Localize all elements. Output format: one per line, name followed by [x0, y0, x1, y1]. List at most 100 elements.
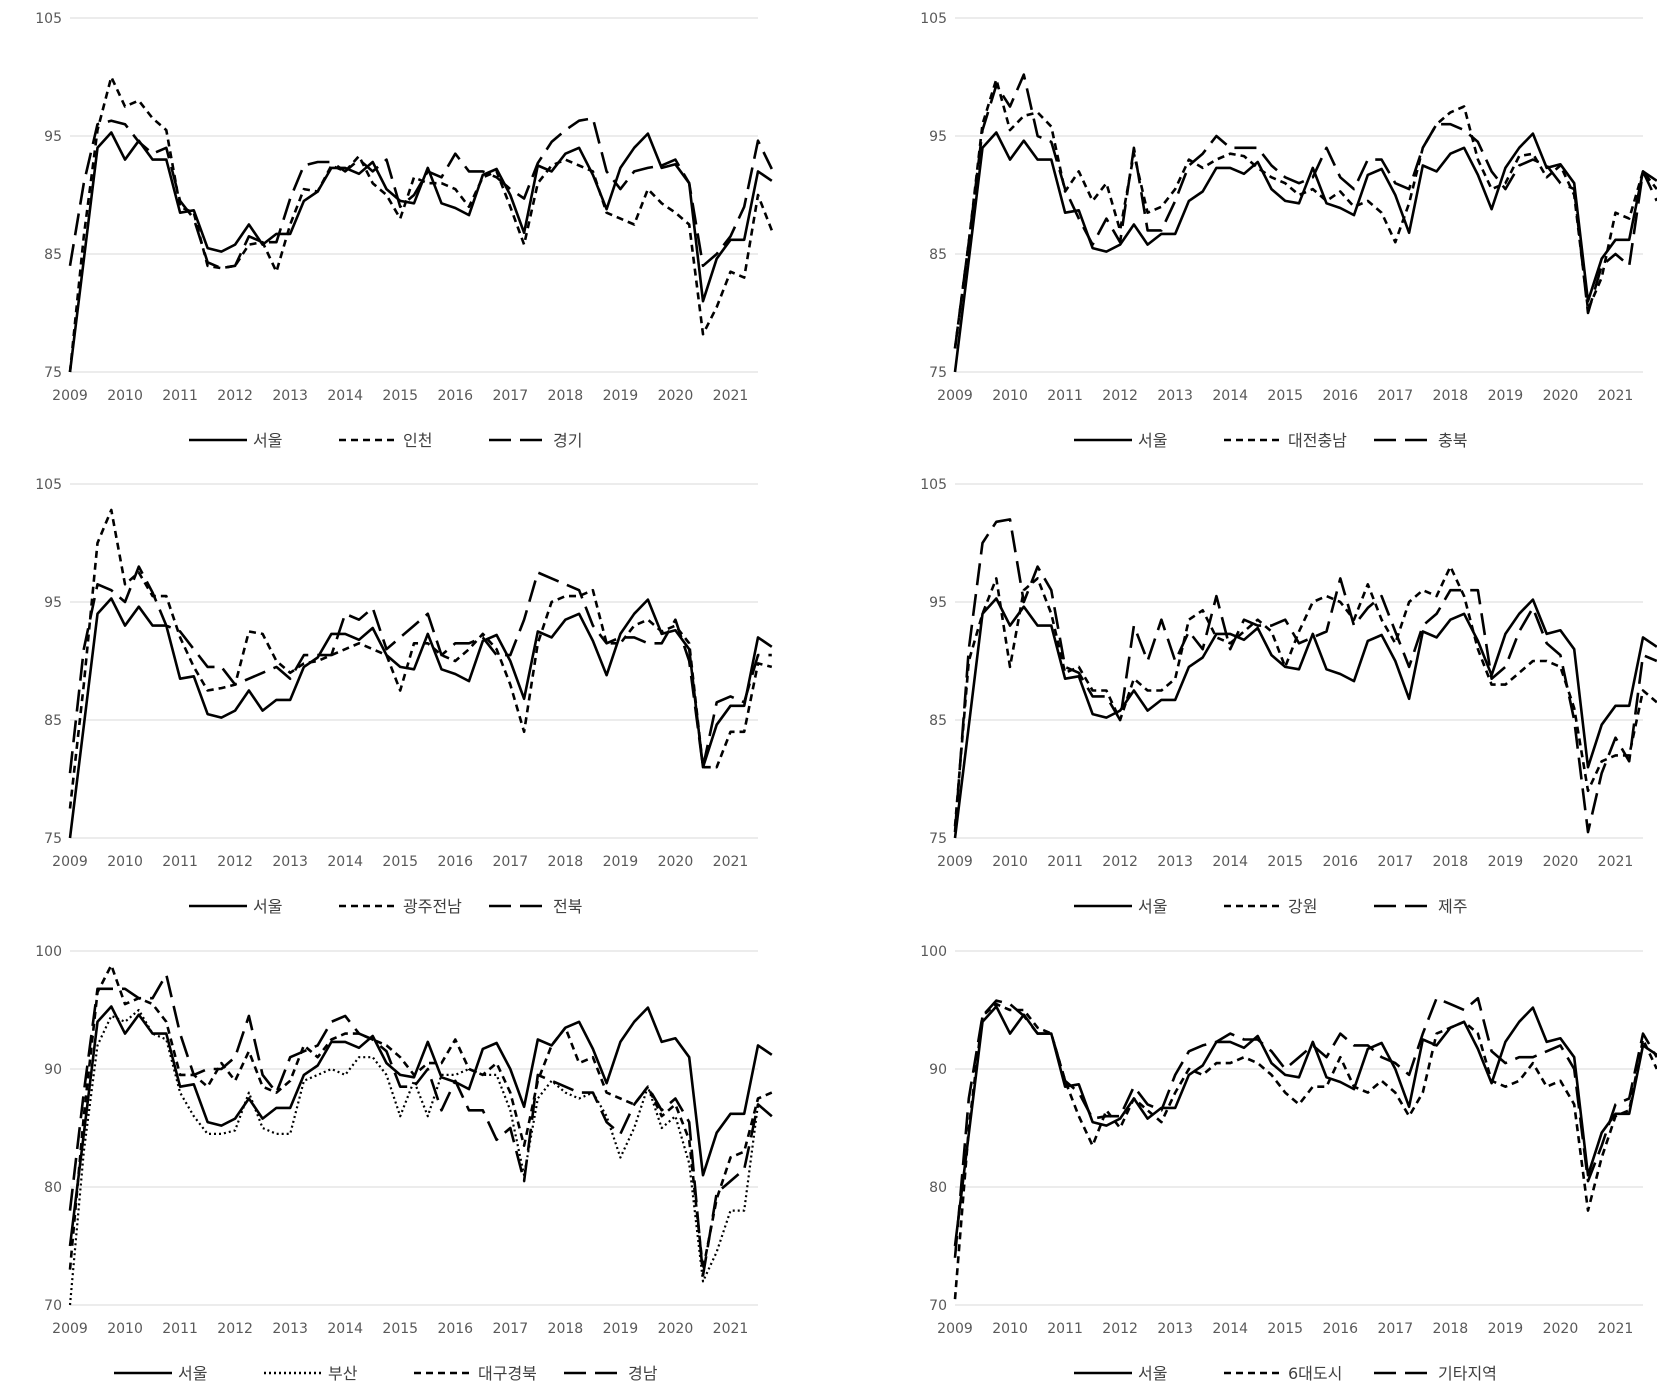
y-tick-label: 105 — [920, 11, 947, 27]
legend: 서울 인천 경기 — [189, 431, 582, 450]
y-tick-label: 105 — [35, 11, 62, 27]
gridlines — [70, 483, 758, 839]
legend: 서울 부산 대구경북 경남 — [114, 1364, 658, 1383]
x-tick-label: 2015 — [382, 854, 418, 870]
series-line-1 — [68, 131, 773, 373]
x-tick-label: 2010 — [107, 1321, 143, 1337]
x-tick-label: 2011 — [162, 388, 198, 404]
x-tick-label: 2018 — [1433, 1321, 1469, 1337]
legend-label: 전북 — [553, 897, 582, 916]
series-line-4 — [68, 973, 773, 1277]
y-tick-label: 70 — [44, 1298, 62, 1314]
series-line-2 — [953, 1002, 1657, 1300]
x-tick-label: 2017 — [492, 1321, 528, 1337]
series-line-2 — [953, 565, 1657, 827]
x-tick-label: 2014 — [327, 1321, 363, 1337]
x-tick-label: 2020 — [658, 388, 694, 404]
x-tick-label: 2013 — [1157, 854, 1193, 870]
chart-panel-1: 75 85 95 105 2009 2010 2011 2012 2013 2014 2015 201… — [35, 11, 774, 450]
x-tick-label: 2014 — [327, 854, 363, 870]
y-tick-label: 75 — [929, 831, 947, 847]
chart-panel-2: 75 85 95 105 2009 2010 2011 2012 2013 2014 2015 201… — [920, 11, 1657, 450]
chart-panel-3: 75 85 95 105 2009 2010 2011 2012 2013 2014 2015 201… — [35, 477, 773, 916]
x-tick-label: 2017 — [1377, 388, 1413, 404]
legend-label: 6대도시 — [1288, 1364, 1342, 1383]
x-tick-label: 2013 — [272, 388, 308, 404]
x-tick-label: 2012 — [1102, 388, 1138, 404]
x-tick-label: 2018 — [548, 388, 584, 404]
x-tick-label: 2016 — [1322, 1321, 1358, 1337]
y-tick-label: 95 — [44, 595, 62, 611]
y-tick-label: 95 — [929, 595, 947, 611]
x-tick-label: 2021 — [1598, 1321, 1634, 1337]
x-tick-label: 2017 — [492, 388, 528, 404]
x-tick-label: 2019 — [603, 854, 639, 870]
gridlines — [955, 17, 1643, 373]
y-tick-label: 105 — [35, 477, 62, 493]
series-line-3 — [68, 117, 773, 270]
legend-label: 서울 — [178, 1364, 207, 1383]
y-tick-label: 85 — [44, 713, 62, 729]
x-tick-label: 2016 — [1322, 388, 1358, 404]
x-tick-label: 2010 — [107, 854, 143, 870]
series-line-1 — [68, 1005, 773, 1247]
legend-label: 서울 — [1138, 431, 1167, 450]
y-tick-label: 75 — [44, 831, 62, 847]
x-tick-label: 2015 — [382, 1321, 418, 1337]
x-tick-label: 2018 — [548, 1321, 584, 1337]
y-tick-label: 80 — [44, 1180, 62, 1196]
x-tick-label: 2009 — [52, 854, 88, 870]
legend-label: 대전충남 — [1288, 431, 1347, 450]
x-tick-label: 2011 — [162, 854, 198, 870]
y-tick-label: 85 — [929, 713, 947, 729]
y-tick-label: 100 — [35, 944, 62, 960]
legend-label: 광주전남 — [403, 897, 462, 916]
x-tick-label: 2011 — [1047, 854, 1083, 870]
x-tick-label: 2012 — [1102, 854, 1138, 870]
legend-label: 제주 — [1438, 897, 1467, 916]
x-tick-label: 2017 — [492, 854, 528, 870]
y-tick-label: 70 — [929, 1298, 947, 1314]
x-tick-label: 2012 — [217, 388, 253, 404]
series-line-3 — [953, 73, 1657, 349]
series-line-1 — [953, 597, 1657, 839]
chart-panel-5: 70 80 90 100 2009 2010 2011 2012 2013 2014 2015 201… — [35, 944, 773, 1383]
series-line-2 — [68, 508, 773, 809]
x-tick-label: 2020 — [658, 1321, 694, 1337]
y-tick-label: 75 — [44, 365, 62, 381]
y-tick-label: 85 — [929, 247, 947, 263]
x-tick-label: 2010 — [992, 388, 1028, 404]
legend-label: 서울 — [253, 897, 282, 916]
x-tick-label: 2013 — [272, 1321, 308, 1337]
legend-label: 서울 — [253, 431, 282, 450]
x-tick-label: 2016 — [1322, 854, 1358, 870]
legend-label: 충북 — [1438, 431, 1467, 450]
series-line-1 — [953, 1005, 1657, 1247]
x-tick-label: 2019 — [1488, 1321, 1524, 1337]
x-tick-label: 2015 — [1267, 854, 1303, 870]
legend: 서울 6대도시 기타지역 — [1074, 1364, 1497, 1383]
legend-label: 인천 — [403, 431, 432, 450]
legend-label: 기타지역 — [1438, 1364, 1497, 1383]
y-tick-label: 85 — [44, 247, 62, 263]
series-line-2 — [953, 78, 1657, 349]
x-tick-label: 2011 — [162, 1321, 198, 1337]
x-tick-label: 2020 — [1543, 854, 1579, 870]
x-tick-label: 2017 — [1377, 1321, 1413, 1337]
chart-panel-6: 70 80 90 100 2009 2010 2011 2012 2013 2014 2015 201… — [920, 944, 1657, 1383]
y-tick-label: 95 — [929, 129, 947, 145]
gridlines — [955, 483, 1643, 839]
x-tick-label: 2021 — [713, 1321, 749, 1337]
y-tick-label: 90 — [44, 1062, 62, 1078]
y-tick-label: 100 — [920, 944, 947, 960]
y-tick-label: 105 — [920, 477, 947, 493]
x-tick-label: 2018 — [1433, 854, 1469, 870]
x-tick-label: 2021 — [1598, 854, 1634, 870]
legend: 서울 강원 제주 — [1074, 897, 1467, 916]
x-tick-label: 2021 — [713, 388, 749, 404]
legend-label: 대구경북 — [478, 1364, 537, 1383]
x-tick-label: 2019 — [603, 1321, 639, 1337]
series-line-2 — [68, 75, 774, 373]
x-tick-label: 2012 — [217, 854, 253, 870]
x-tick-label: 2015 — [1267, 1321, 1303, 1337]
